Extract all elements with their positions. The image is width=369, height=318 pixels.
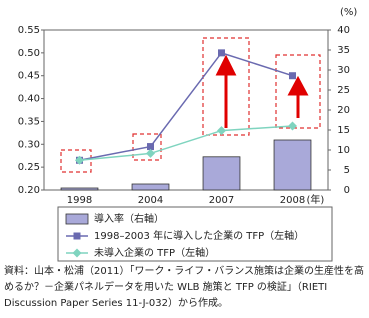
y-tick-label: 0.50 — [18, 48, 40, 59]
y2-tick-label: 5 — [344, 165, 350, 176]
chart: (%) 0.20 0.25 0.30 0.35 0.40 0.45 0.50 0.55 0 5 10… — [18, 7, 357, 262]
point — [218, 49, 225, 57]
line — [79, 125, 293, 162]
y2-tick-label: 30 — [337, 65, 350, 76]
y-tick-label: 0.55 — [18, 25, 40, 36]
point — [75, 155, 84, 165]
arrows — [215, 54, 309, 128]
point — [147, 143, 154, 151]
y2-tick-label: 0 — [344, 185, 350, 196]
line — [79, 51, 293, 162]
legend-marker — [73, 232, 81, 240]
legend-label: 未導入企業の TFP（左軸） — [94, 246, 215, 259]
bar — [60, 187, 99, 191]
y-tick-label: 0.20 — [18, 185, 40, 196]
y2-tick-label: 10 — [337, 145, 350, 156]
highlight-boxes — [60, 37, 321, 173]
x-unit: (年) — [307, 193, 325, 206]
y-tick-label: 0.35 — [18, 116, 40, 127]
point — [288, 121, 297, 131]
y2-tick-label: 20 — [337, 105, 350, 116]
y2-tick-label: 40 — [337, 25, 350, 36]
bar — [273, 139, 312, 191]
bar — [202, 156, 241, 191]
y2-tick-label: 35 — [337, 45, 350, 56]
y-tick-label: 0.40 — [18, 94, 40, 105]
x-tick-label: 2008 — [280, 195, 305, 206]
x-tick-label: 2004 — [138, 195, 163, 206]
point — [289, 72, 296, 80]
y2-unit: (%) — [340, 7, 357, 18]
y-tick-label: 0.30 — [18, 139, 40, 150]
y2-tick-label: 15 — [337, 125, 350, 136]
y2-tick-label: 25 — [337, 85, 350, 96]
legend-label: 導入率（右軸） — [94, 212, 164, 225]
point — [146, 148, 155, 158]
bar — [131, 183, 170, 191]
x-tick-label: 2007 — [209, 195, 234, 206]
point — [217, 126, 226, 136]
legend-swatch — [65, 213, 89, 225]
legend — [57, 206, 333, 262]
y-tick-label: 0.25 — [18, 162, 40, 173]
x-tick-label: 1998 — [67, 195, 92, 206]
y-tick-label: 0.45 — [18, 71, 40, 82]
source-note: 資料：山本・松浦（2011）「ワーク・ライフ・バランス施策は企業の生産性を高める… — [4, 266, 365, 309]
legend-label: 1998–2003 年に導入した企業の TFP（左軸） — [94, 229, 304, 242]
legend-marker — [72, 248, 82, 258]
